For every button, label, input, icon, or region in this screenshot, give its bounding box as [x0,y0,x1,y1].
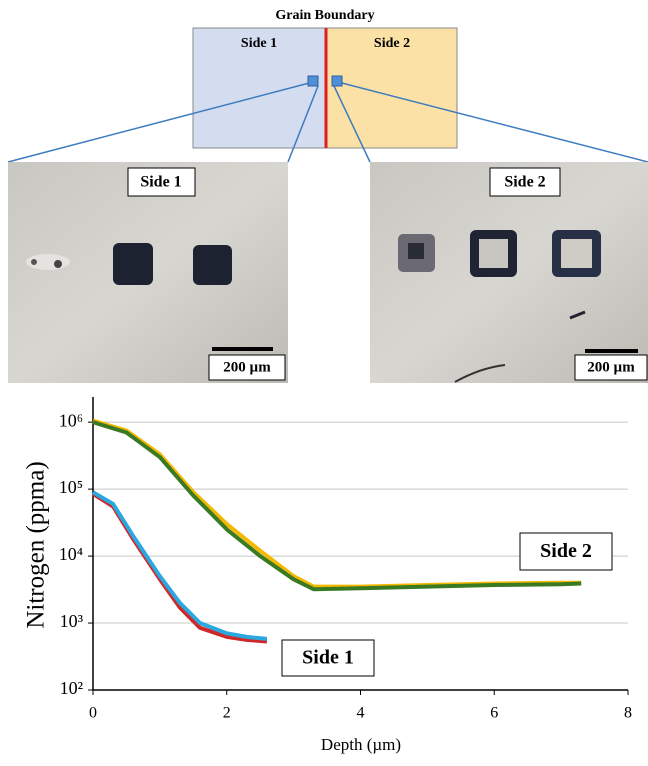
diagram-title: Grain Boundary [275,8,374,23]
y-axis-label: Nitrogen (ppma) [23,461,50,628]
y-tick-label: 10³ [60,611,84,631]
y-tick-label: 10⁴ [59,544,83,564]
page: {"figure": {"title": "Grain Boundary", "… [0,0,648,766]
y-tick-label: 10² [60,678,83,698]
region-label: Side 1 [241,36,277,51]
scale-label: 200 µm [587,359,635,375]
x-axis-label: Depth (µm) [321,735,401,754]
series-line [93,492,267,639]
y-tick-label: 10⁵ [59,477,83,497]
figure: Grain Boundary Side 1 Side 2 Side 1 200 … [0,0,648,766]
series-line [93,422,581,589]
region-label: Side 2 [374,36,410,51]
x-tick-label: 8 [624,705,632,722]
micrograph-label: Side 1 [140,174,181,191]
series-line [93,421,581,587]
x-tick-label: 4 [357,705,365,722]
x-tick-label: 6 [490,705,498,722]
annotation: Side 2 [540,540,592,562]
spot [308,76,318,86]
scale-label: 200 µm [223,359,271,375]
y-tick-label: 10⁶ [59,410,83,430]
x-tick-label: 0 [89,705,97,722]
spot [332,76,342,86]
x-tick-label: 2 [223,705,231,722]
micrograph-label: Side 2 [504,174,545,191]
annotation: Side 1 [302,647,354,669]
